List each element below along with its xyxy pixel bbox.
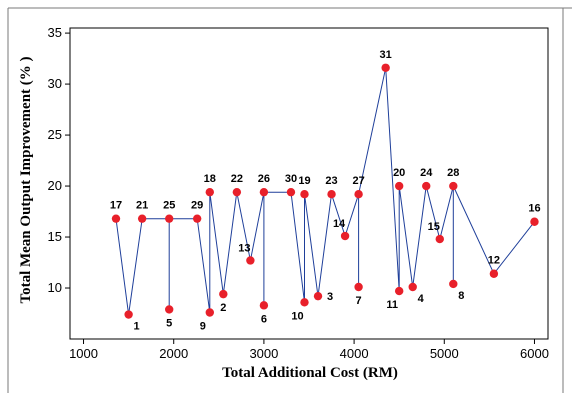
plot-area bbox=[69, 27, 549, 340]
point-label: 26 bbox=[258, 173, 270, 185]
data-point bbox=[205, 308, 214, 317]
point-label: 2 bbox=[220, 302, 226, 314]
point-label: 12 bbox=[488, 255, 500, 267]
point-label: 18 bbox=[204, 173, 216, 185]
point-label: 6 bbox=[261, 313, 267, 325]
series-line bbox=[115, 67, 535, 315]
data-point bbox=[354, 282, 363, 292]
x-tick-label: 1000 bbox=[69, 346, 98, 361]
x-tick-label: 6000 bbox=[520, 346, 549, 361]
point-label: 11 bbox=[386, 299, 398, 311]
data-point bbox=[137, 214, 147, 223]
points-group bbox=[111, 63, 539, 319]
x-tick-label: 5000 bbox=[430, 346, 459, 361]
point-label: 17 bbox=[110, 200, 122, 212]
data-point bbox=[286, 187, 296, 197]
point-label: 22 bbox=[231, 173, 243, 185]
point-label: 25 bbox=[163, 200, 175, 212]
data-point bbox=[165, 214, 174, 223]
point-label: 7 bbox=[356, 295, 362, 307]
data-point bbox=[219, 289, 228, 299]
point-label: 27 bbox=[352, 175, 364, 187]
data-point bbox=[313, 291, 323, 301]
y-axis-title: Total Mean Output Improvement (% ) bbox=[18, 56, 34, 303]
x-tick-label: 3000 bbox=[249, 346, 278, 361]
point-label: 15 bbox=[428, 221, 440, 233]
point-label: 31 bbox=[380, 49, 392, 61]
x-tick-label: 2000 bbox=[159, 346, 188, 361]
point-label: 1 bbox=[134, 321, 140, 333]
point-label: 16 bbox=[528, 203, 540, 215]
data-point bbox=[422, 181, 431, 191]
point-label: 4 bbox=[418, 293, 425, 305]
data-point bbox=[300, 298, 309, 307]
point-label: 24 bbox=[420, 167, 433, 179]
data-point bbox=[435, 234, 444, 244]
data-point bbox=[327, 190, 336, 199]
data-point bbox=[394, 181, 404, 191]
point-label: 9 bbox=[200, 320, 206, 332]
y-tick-label: 10 bbox=[48, 280, 62, 295]
data-point bbox=[300, 190, 309, 199]
data-point bbox=[489, 269, 499, 278]
data-point bbox=[408, 282, 417, 292]
data-point bbox=[232, 187, 242, 197]
x-tick-label: 4000 bbox=[340, 346, 369, 361]
y-tick-label: 15 bbox=[48, 229, 62, 244]
point-label: 20 bbox=[393, 167, 405, 179]
data-point bbox=[246, 256, 255, 265]
point-label: 29 bbox=[191, 200, 203, 212]
point-label: 14 bbox=[333, 218, 346, 230]
point-label: 8 bbox=[458, 290, 464, 302]
point-label: 21 bbox=[136, 200, 148, 212]
data-point bbox=[111, 214, 121, 223]
point-label: 19 bbox=[298, 175, 310, 187]
y-tick-label: 30 bbox=[48, 76, 62, 91]
point-label: 28 bbox=[447, 167, 459, 179]
data-point bbox=[165, 305, 174, 314]
data-point bbox=[340, 231, 350, 241]
y-tick-label: 35 bbox=[48, 25, 62, 40]
point-label: 3 bbox=[327, 291, 333, 303]
data-point bbox=[530, 217, 539, 226]
x-axis-title: Total Additional Cost (RM) bbox=[222, 365, 398, 381]
y-tick-label: 20 bbox=[48, 178, 62, 193]
point-label: 5 bbox=[166, 317, 172, 329]
series-line-group bbox=[115, 67, 535, 315]
data-point bbox=[205, 187, 214, 197]
data-point bbox=[449, 181, 458, 191]
point-label: 30 bbox=[285, 173, 297, 185]
data-point bbox=[381, 63, 390, 72]
data-point bbox=[124, 310, 133, 319]
point-label: 13 bbox=[238, 242, 250, 254]
y-tick-label: 25 bbox=[48, 127, 62, 142]
data-point bbox=[449, 279, 458, 289]
data-point bbox=[394, 286, 404, 296]
data-point bbox=[259, 301, 269, 310]
data-point bbox=[259, 187, 269, 197]
data-point bbox=[354, 190, 363, 199]
data-point bbox=[192, 214, 202, 223]
point-label: 10 bbox=[291, 310, 303, 322]
point-label: 23 bbox=[325, 175, 337, 187]
